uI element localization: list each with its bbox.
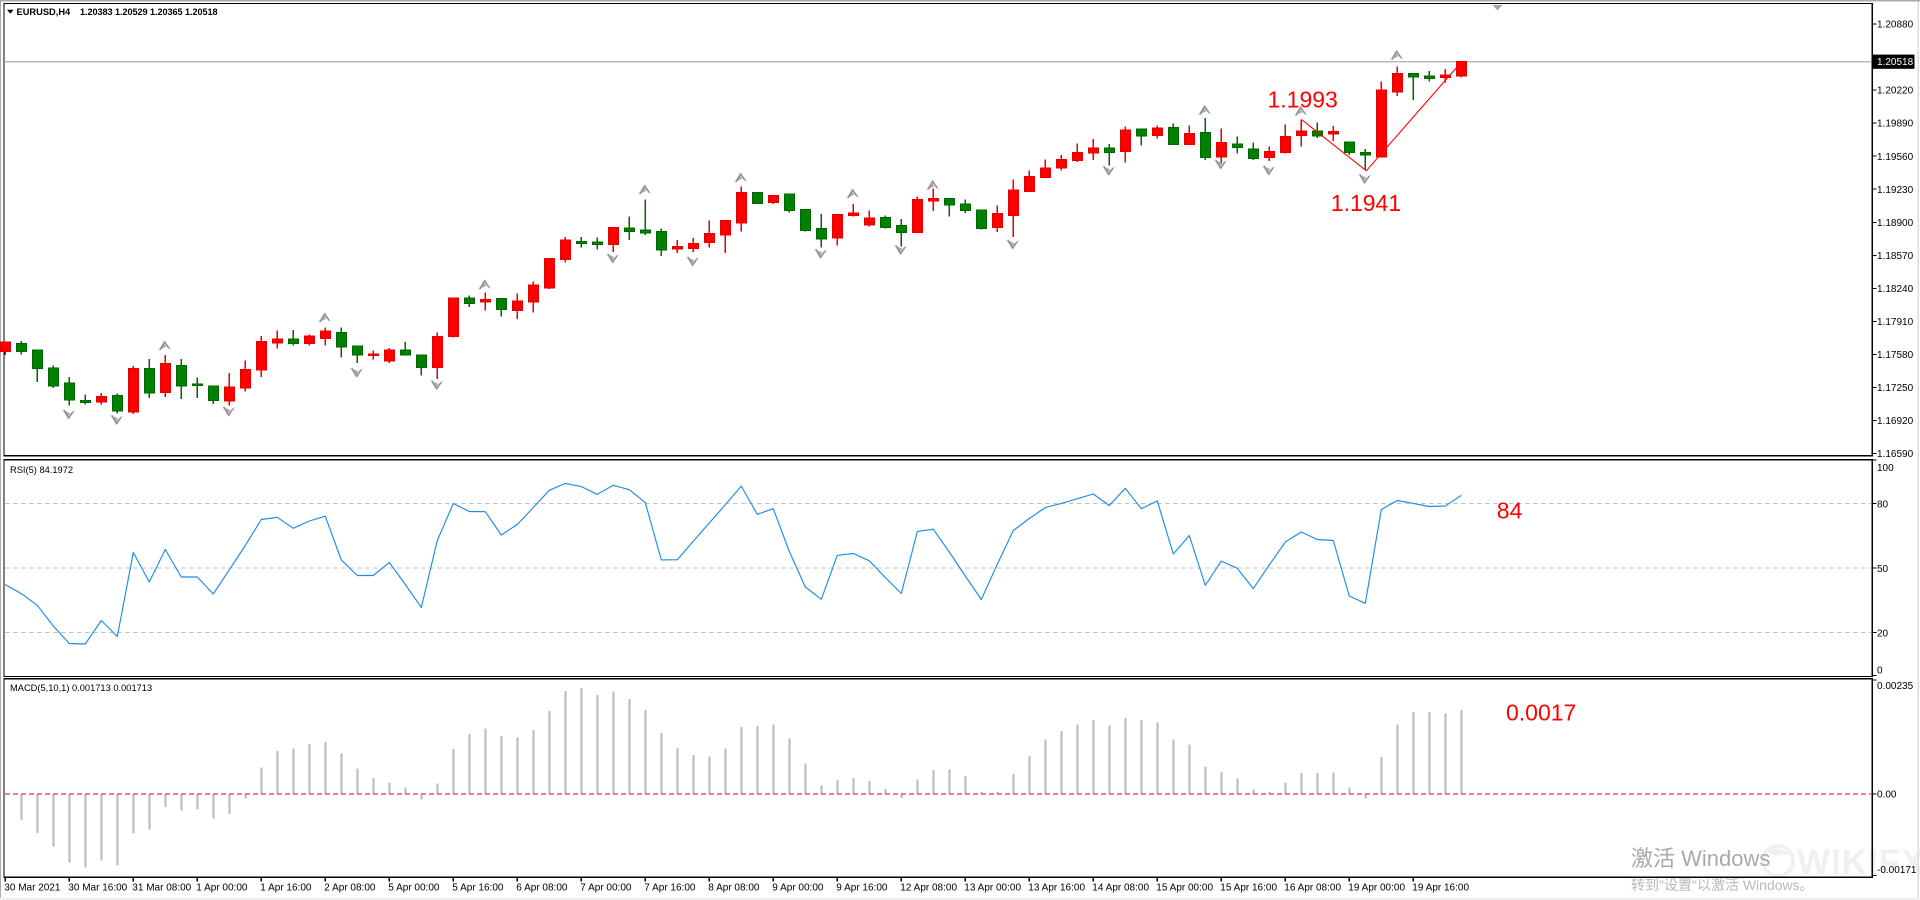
svg-text:50: 50 xyxy=(1877,564,1889,575)
svg-text:1.17580: 1.17580 xyxy=(1877,350,1914,361)
svg-text:1 Apr 16:00: 1 Apr 16:00 xyxy=(260,882,312,893)
svg-text:1.19230: 1.19230 xyxy=(1877,185,1914,196)
svg-text:9 Apr 00:00: 9 Apr 00:00 xyxy=(772,882,824,893)
svg-text:19 Apr 00:00: 19 Apr 00:00 xyxy=(1348,882,1405,893)
svg-text:激活 Windows: 激活 Windows xyxy=(1631,846,1770,871)
svg-text:1 Apr 00:00: 1 Apr 00:00 xyxy=(196,882,248,893)
svg-text:31 Mar 08:00: 31 Mar 08:00 xyxy=(132,882,191,893)
svg-text:19 Apr 16:00: 19 Apr 16:00 xyxy=(1412,882,1469,893)
svg-text:1.20383 1.20529 1.20365 1.2051: 1.20383 1.20529 1.20365 1.20518 xyxy=(80,7,218,17)
svg-text:1.18900: 1.18900 xyxy=(1877,218,1914,229)
svg-text:1.18240: 1.18240 xyxy=(1877,284,1914,295)
svg-text:1.1941: 1.1941 xyxy=(1331,190,1401,216)
svg-text:1.20518: 1.20518 xyxy=(1877,57,1914,68)
svg-text:8 Apr 08:00: 8 Apr 08:00 xyxy=(708,882,760,893)
svg-text:2 Apr 08:00: 2 Apr 08:00 xyxy=(324,882,376,893)
svg-text:1.19890: 1.19890 xyxy=(1877,119,1914,130)
svg-text:15 Apr 00:00: 15 Apr 00:00 xyxy=(1156,882,1213,893)
svg-text:84: 84 xyxy=(1497,497,1523,523)
svg-text:1.17250: 1.17250 xyxy=(1877,383,1914,394)
svg-text:9 Apr 16:00: 9 Apr 16:00 xyxy=(836,882,888,893)
svg-text:7 Apr 00:00: 7 Apr 00:00 xyxy=(580,882,632,893)
svg-text:0.0017: 0.0017 xyxy=(1506,700,1576,726)
svg-text:-0.00171: -0.00171 xyxy=(1877,865,1917,876)
svg-text:WIKIFX: WIKIFX xyxy=(1797,843,1920,882)
svg-text:0.00235: 0.00235 xyxy=(1877,681,1914,692)
svg-text:1.17910: 1.17910 xyxy=(1877,317,1914,328)
svg-text:1.20220: 1.20220 xyxy=(1877,86,1914,97)
svg-text:EURUSD,H4: EURUSD,H4 xyxy=(17,7,72,17)
svg-text:转到"设置"以激活 Windows。: 转到"设置"以激活 Windows。 xyxy=(1631,877,1814,893)
svg-text:1.19560: 1.19560 xyxy=(1877,152,1914,163)
svg-text:30 Mar 2021: 30 Mar 2021 xyxy=(4,882,61,893)
svg-text:0.00: 0.00 xyxy=(1877,790,1897,801)
svg-text:6 Apr 08:00: 6 Apr 08:00 xyxy=(516,882,568,893)
svg-text:80: 80 xyxy=(1877,499,1889,510)
svg-text:5 Apr 16:00: 5 Apr 16:00 xyxy=(452,882,504,893)
svg-text:100: 100 xyxy=(1877,463,1894,474)
svg-text:30 Mar 16:00: 30 Mar 16:00 xyxy=(68,882,127,893)
svg-text:12 Apr 08:00: 12 Apr 08:00 xyxy=(900,882,957,893)
svg-text:1.16920: 1.16920 xyxy=(1877,416,1914,427)
svg-text:1.18570: 1.18570 xyxy=(1877,251,1914,262)
svg-text:1.20880: 1.20880 xyxy=(1877,20,1914,31)
svg-text:13 Apr 16:00: 13 Apr 16:00 xyxy=(1028,882,1085,893)
svg-text:0: 0 xyxy=(1877,666,1883,677)
svg-text:20: 20 xyxy=(1877,629,1889,640)
svg-text:13 Apr 00:00: 13 Apr 00:00 xyxy=(964,882,1021,893)
svg-text:16 Apr 08:00: 16 Apr 08:00 xyxy=(1284,882,1341,893)
svg-text:1.16590: 1.16590 xyxy=(1877,449,1914,460)
svg-text:RSI(5) 84.1972: RSI(5) 84.1972 xyxy=(10,465,73,475)
svg-text:15 Apr 16:00: 15 Apr 16:00 xyxy=(1220,882,1277,893)
svg-text:5 Apr 00:00: 5 Apr 00:00 xyxy=(388,882,440,893)
svg-text:7 Apr 16:00: 7 Apr 16:00 xyxy=(644,882,696,893)
svg-text:14 Apr 08:00: 14 Apr 08:00 xyxy=(1092,882,1149,893)
svg-text:MACD(5,10,1) 0.001713 0.001713: MACD(5,10,1) 0.001713 0.001713 xyxy=(10,683,152,693)
svg-text:1.1993: 1.1993 xyxy=(1268,86,1338,112)
